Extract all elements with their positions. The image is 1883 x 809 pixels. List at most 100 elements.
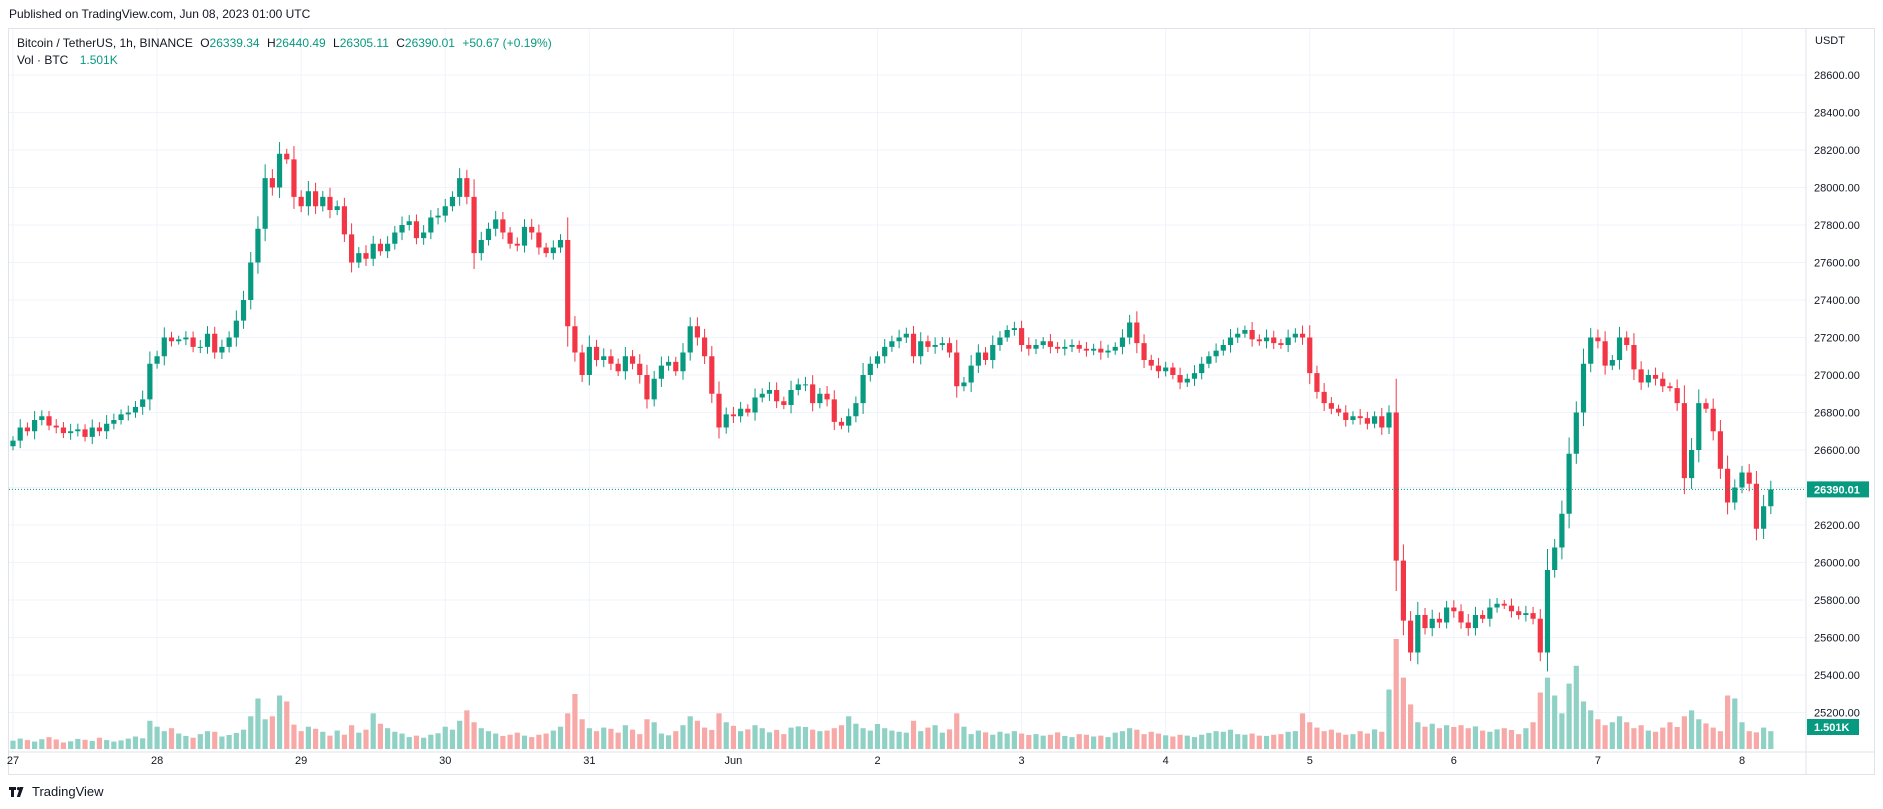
volume-bar: [529, 737, 535, 749]
volume-bar: [284, 701, 290, 749]
candle-body: [802, 384, 809, 386]
candle-body: [766, 390, 773, 394]
candle-body: [392, 232, 398, 244]
volume-bar: [939, 732, 945, 749]
candle-body: [125, 412, 131, 415]
candle-body: [399, 225, 405, 233]
candle-body: [1076, 345, 1082, 349]
candle-body: [413, 221, 420, 239]
candle-body: [774, 390, 780, 402]
x-tick-label: 2: [874, 755, 880, 767]
volume-bar: [1263, 735, 1270, 749]
candle-body: [1436, 618, 1443, 623]
volume-bar: [1746, 731, 1752, 749]
volume-bar: [1465, 728, 1471, 749]
volume-bar: [435, 733, 441, 749]
candle-body: [507, 232, 513, 244]
volume-bar: [1494, 729, 1500, 749]
volume-bar: [925, 727, 931, 749]
candle-body: [1033, 345, 1039, 349]
volume-bar: [838, 725, 845, 749]
candle-body: [1717, 431, 1723, 469]
y-tick-label: 26800.00: [1814, 408, 1860, 420]
tradingview-logo[interactable]: TradingView: [9, 784, 104, 799]
candle-body: [824, 393, 830, 400]
volume-bar: [507, 734, 513, 749]
volume-bar: [1364, 733, 1370, 749]
volume-bar: [1501, 728, 1507, 749]
volume-bar: [1393, 639, 1399, 749]
candle-body: [1508, 605, 1515, 612]
volume-bar: [1559, 713, 1565, 749]
candle-body: [1580, 363, 1587, 413]
y-axis-unit: USDT: [1815, 35, 1845, 47]
candle-body: [1480, 615, 1486, 619]
volume-bar: [1408, 704, 1414, 749]
volume-bar: [197, 734, 203, 749]
volume-bar: [629, 729, 636, 749]
candle-body: [442, 206, 448, 216]
volume-bar: [1588, 710, 1594, 749]
volume-bar: [132, 736, 139, 749]
low-value: 26305.11: [339, 36, 389, 50]
volume-bar: [276, 695, 283, 749]
candle-body: [1184, 378, 1190, 383]
candle-body: [1465, 622, 1471, 629]
candle-body: [1350, 416, 1356, 420]
volume-bar: [212, 731, 218, 749]
volume-bar: [752, 725, 758, 749]
volume-bar: [1739, 722, 1745, 749]
x-tick-label: 28: [151, 755, 163, 767]
volume-label[interactable]: Vol · BTC: [17, 53, 69, 67]
candle-body: [276, 153, 283, 188]
volume-bar: [1451, 727, 1457, 749]
volume-bar: [68, 741, 74, 749]
volume-bar: [1703, 723, 1709, 749]
candle-body: [1040, 341, 1046, 345]
volume-bar: [1379, 731, 1385, 749]
open-value: 26339.34: [209, 36, 260, 50]
tradingview-brand: TradingView: [32, 784, 104, 799]
y-tick-label: 26600.00: [1814, 445, 1860, 457]
candle-body: [687, 326, 693, 353]
volume-bar: [702, 727, 708, 749]
volume-bar: [694, 720, 700, 749]
candle-body: [1429, 618, 1435, 629]
candle-body: [514, 243, 520, 246]
volume-value: 1.501K: [79, 53, 118, 67]
volume-bar: [176, 733, 182, 749]
candle-body: [1501, 603, 1507, 606]
candle-body: [60, 427, 67, 434]
candle-body: [1177, 375, 1183, 383]
volume-bar: [1242, 734, 1248, 749]
change-value: +50.67 (+0.19%): [462, 36, 552, 50]
candle-body: [932, 345, 938, 347]
volume-bar: [622, 725, 628, 749]
candle-body: [1688, 450, 1695, 479]
candle-body: [233, 320, 239, 338]
candle-body: [161, 337, 167, 357]
volume-bar: [1631, 728, 1637, 749]
volume-bar: [125, 738, 131, 749]
volume-bar: [795, 726, 801, 749]
volume-bar: [954, 713, 960, 749]
candle-body: [248, 262, 254, 300]
volume-bar: [990, 734, 996, 749]
volume-bar: [1278, 734, 1284, 749]
volume-bar: [1724, 695, 1731, 749]
volume-bar: [1566, 683, 1572, 749]
symbol-label[interactable]: Bitcoin / TetherUS, 1h, BINANCE: [17, 36, 193, 50]
candle-body: [493, 219, 499, 229]
candle-body: [1307, 337, 1313, 374]
volume-bar: [96, 737, 103, 749]
candle-body: [853, 403, 859, 417]
candle-body: [82, 429, 88, 437]
volume-bar: [860, 728, 866, 749]
volume-bar: [1148, 731, 1154, 749]
candle-body: [1761, 506, 1767, 529]
volume-bar: [968, 734, 974, 749]
candle-body: [1530, 613, 1536, 619]
candle-body: [255, 228, 261, 263]
volume-bar: [161, 731, 167, 749]
